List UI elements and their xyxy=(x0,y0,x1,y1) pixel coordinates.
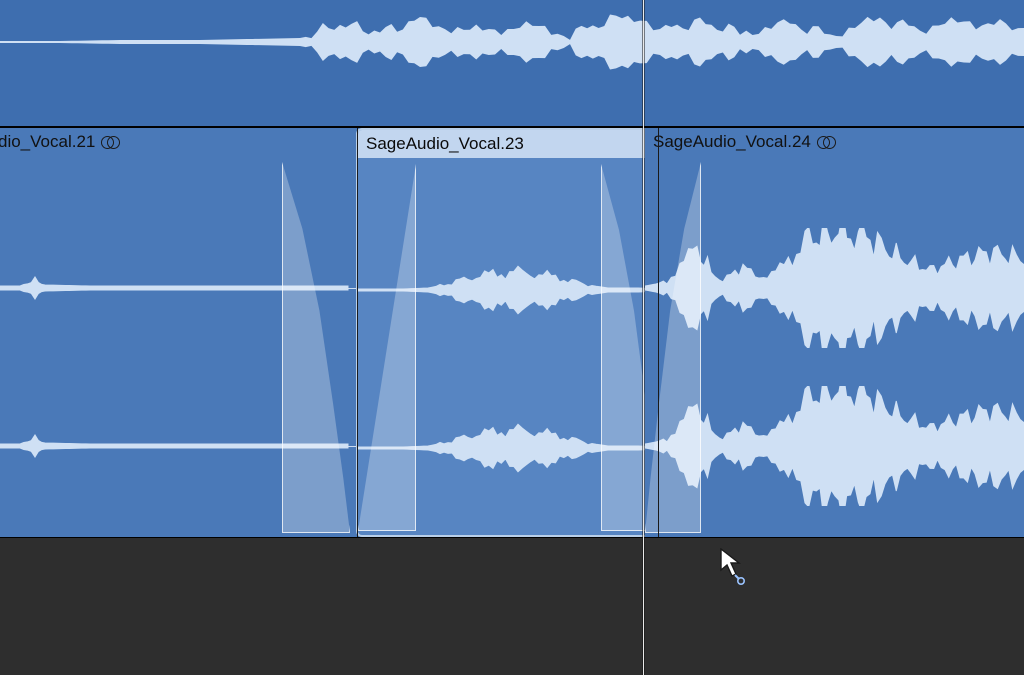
waveform-top xyxy=(0,0,1024,127)
audio-region-vocal-23[interactable]: SageAudio_Vocal.23 xyxy=(356,128,659,537)
region-header[interactable]: SageAudio_Vocal.23 xyxy=(358,130,657,158)
audio-region-vocal-21[interactable]: dio_Vocal.21 xyxy=(0,128,360,537)
region-header[interactable]: SageAudio_Vocal.24 xyxy=(645,128,1024,156)
stereo-icon xyxy=(817,135,835,149)
pointer-cursor-icon xyxy=(720,548,748,588)
track-main[interactable]: dio_Vocal.21 SageAudio_Vocal.23 xyxy=(0,127,1024,538)
region-boundary[interactable] xyxy=(658,128,659,537)
waveform-channel-left xyxy=(645,228,1024,348)
region-label: SageAudio_Vocal.24 xyxy=(653,132,811,152)
region-label: SageAudio_Vocal.23 xyxy=(366,134,524,154)
region-header[interactable]: dio_Vocal.21 xyxy=(0,128,360,156)
region-label: dio_Vocal.21 xyxy=(0,132,95,152)
stereo-icon xyxy=(101,135,119,149)
region-boundary[interactable] xyxy=(357,128,358,537)
empty-area-below-tracks[interactable] xyxy=(0,538,1024,675)
playhead[interactable] xyxy=(643,0,644,675)
waveform-channel-right xyxy=(645,386,1024,506)
track-upper[interactable] xyxy=(0,0,1024,127)
audio-region-vocal-24[interactable]: SageAudio_Vocal.24 xyxy=(645,128,1024,537)
